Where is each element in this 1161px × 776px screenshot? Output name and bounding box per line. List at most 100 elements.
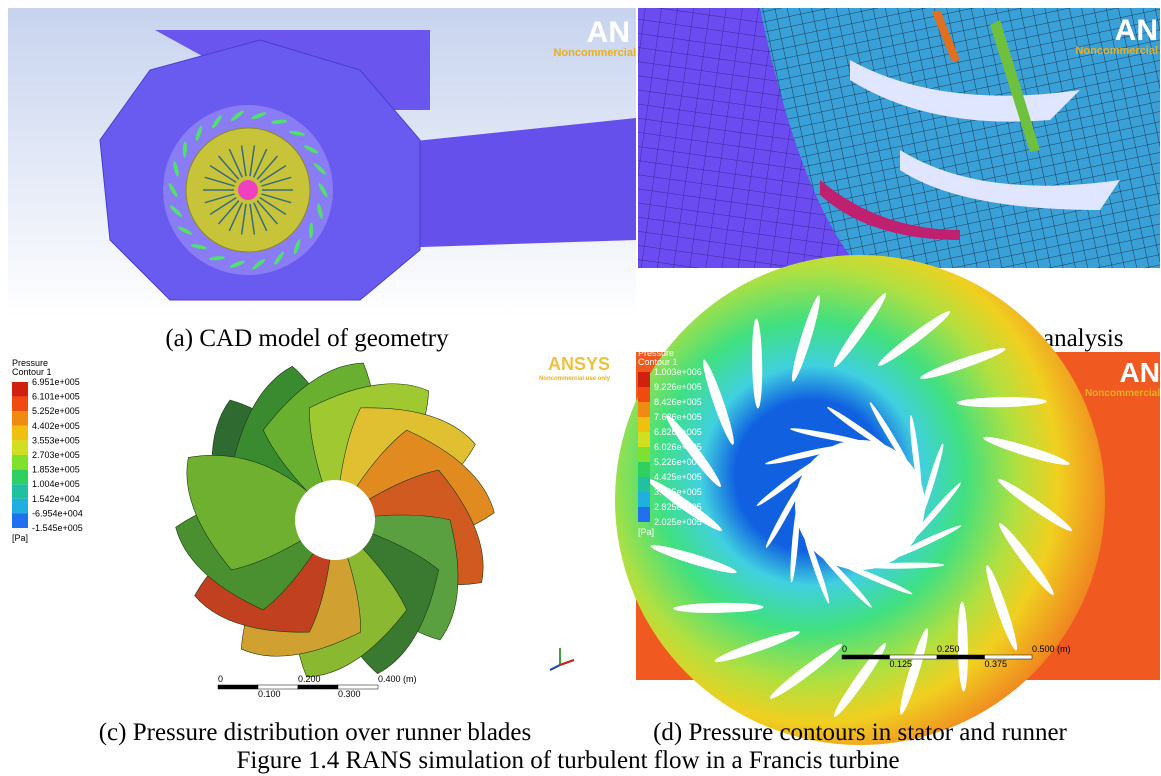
stator-vane bbox=[673, 602, 764, 613]
legend-swatch bbox=[12, 411, 28, 426]
scale-label: 0.200 bbox=[298, 674, 321, 684]
runner-blade bbox=[910, 415, 922, 495]
legend-label: 4.402e+005 bbox=[32, 421, 80, 431]
caption: (d) Pressure contours in stator and runn… bbox=[653, 719, 1067, 746]
runner-blade bbox=[209, 165, 237, 184]
runner-blade bbox=[765, 477, 805, 548]
runner-blade bbox=[253, 148, 268, 178]
vane bbox=[182, 141, 187, 158]
runner-blade bbox=[919, 443, 944, 521]
scale-bar bbox=[984, 654, 1033, 660]
legend-label: 1.003e+006 bbox=[654, 367, 702, 377]
watermark-sub: Noncommercial bbox=[1075, 45, 1158, 57]
legend-label: 5.226e+005 bbox=[654, 457, 702, 467]
legend-swatch bbox=[638, 432, 650, 447]
vane bbox=[317, 203, 323, 219]
runner-blade bbox=[756, 457, 821, 507]
stator-vane bbox=[666, 414, 721, 487]
runner-blades bbox=[175, 362, 495, 678]
hub bbox=[295, 480, 375, 560]
legend-swatch bbox=[638, 372, 650, 387]
legend-label: 1.853e+005 bbox=[32, 465, 80, 475]
stator-vane bbox=[752, 318, 763, 409]
legend-title: Contour 1 bbox=[12, 367, 52, 377]
runner-blade bbox=[253, 202, 268, 232]
scale-label: 0.125 bbox=[890, 659, 913, 669]
watermark: AN bbox=[1115, 14, 1158, 47]
scale-label: 0 bbox=[842, 644, 847, 654]
stator-vane bbox=[650, 545, 737, 574]
vane bbox=[314, 163, 326, 175]
stator-vane bbox=[998, 478, 1072, 532]
scale-label: 0.500 (m) bbox=[1032, 644, 1071, 654]
legend-swatch bbox=[638, 417, 650, 432]
vane bbox=[170, 205, 182, 217]
runner-blade bbox=[240, 203, 247, 235]
runner-blade bbox=[261, 193, 292, 204]
legend-label: -6.954e+004 bbox=[32, 508, 83, 518]
vane bbox=[309, 222, 314, 239]
stator-vane bbox=[999, 523, 1054, 596]
legend-swatch bbox=[12, 440, 28, 455]
runner-blade bbox=[888, 525, 962, 560]
runner-blade bbox=[204, 176, 235, 187]
runner-blade bbox=[802, 527, 830, 604]
legend-label: 3.553e+005 bbox=[32, 435, 80, 445]
scale-label: 0 bbox=[218, 674, 223, 684]
scale-label: 0.300 bbox=[338, 689, 361, 699]
watermark-sub: Noncommercial bbox=[553, 47, 636, 59]
vane bbox=[271, 119, 288, 124]
legend-swatch bbox=[638, 507, 650, 522]
legend-swatch bbox=[12, 498, 28, 514]
axis-triad bbox=[549, 648, 575, 671]
legend-swatch bbox=[12, 382, 28, 397]
legend-swatch bbox=[638, 462, 650, 477]
figure-caption: Figure 1.4 RANS simulation of turbulent … bbox=[236, 747, 899, 774]
legend-label: 5.252e+005 bbox=[32, 406, 80, 416]
scale-label: 0.400 (m) bbox=[378, 674, 417, 684]
runner-blade bbox=[838, 562, 913, 595]
legend-unit: [Pa] bbox=[12, 533, 28, 543]
vane bbox=[274, 251, 285, 265]
runner-blade bbox=[827, 406, 893, 454]
legend-label: 6.951e+005 bbox=[32, 377, 80, 387]
stator-vane bbox=[833, 643, 887, 717]
watermark-sub: Noncommercial bbox=[1085, 388, 1160, 399]
legend-label: 2.703e+005 bbox=[32, 450, 80, 460]
runner-blade bbox=[908, 482, 961, 544]
watermark: AN bbox=[587, 16, 630, 49]
stator-vane bbox=[791, 295, 820, 382]
stator-vane bbox=[957, 601, 968, 692]
legend-title: Pressure bbox=[638, 348, 674, 358]
runner-blade bbox=[240, 145, 247, 177]
runner-blade bbox=[249, 203, 256, 235]
vane bbox=[293, 239, 301, 255]
legend-swatch bbox=[12, 484, 28, 499]
vane bbox=[208, 256, 225, 261]
caption: (a) CAD model of geometry bbox=[165, 325, 449, 352]
panel-d: AN Noncommercial bbox=[615, 255, 1160, 745]
watermark: ANSYS bbox=[548, 354, 610, 374]
stator-vane bbox=[769, 644, 842, 699]
vane bbox=[211, 115, 222, 129]
runner-blade bbox=[217, 200, 240, 225]
watermark: AN bbox=[1120, 357, 1160, 388]
scale-bar bbox=[841, 654, 890, 660]
legend-label: -1.545e+005 bbox=[32, 523, 83, 533]
watermark-sub: Noncommercial use only bbox=[539, 376, 611, 382]
vane bbox=[289, 130, 305, 136]
panel-a: AN Noncommercial bbox=[8, 8, 636, 318]
runner-blade bbox=[259, 165, 287, 184]
stator-vane bbox=[703, 359, 734, 445]
legend-title: Contour 1 bbox=[638, 357, 678, 367]
stator-vane bbox=[648, 478, 722, 532]
blade bbox=[186, 455, 331, 571]
vane bbox=[230, 110, 244, 121]
scale-label: 0.250 bbox=[937, 644, 960, 654]
runner-blade bbox=[249, 145, 256, 177]
runner-blade bbox=[765, 445, 844, 465]
stator-vane bbox=[833, 293, 887, 367]
runner-blade bbox=[256, 155, 279, 180]
runner-blade bbox=[790, 502, 800, 583]
legend-swatch bbox=[12, 396, 28, 412]
